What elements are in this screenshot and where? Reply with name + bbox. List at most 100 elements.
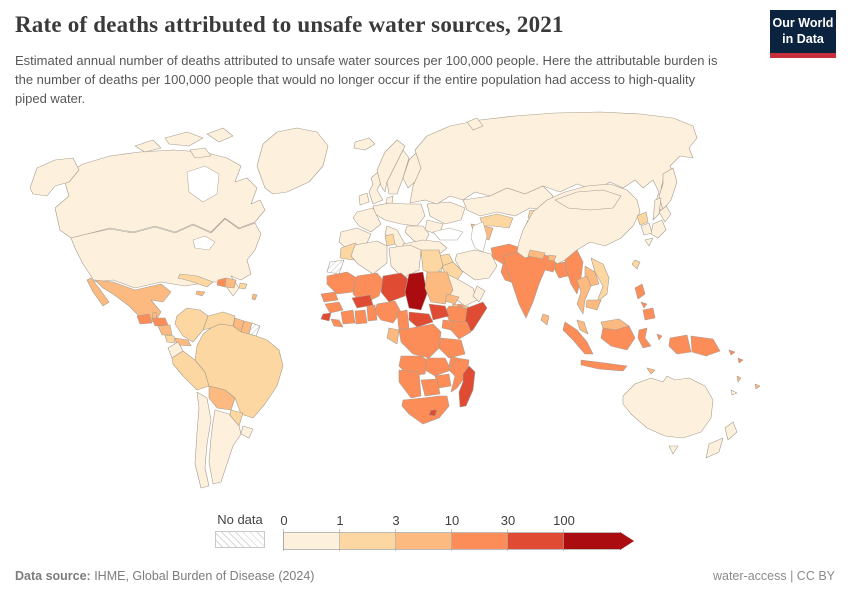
country-cuba[interactable] [177,273,214,288]
legend-band-b4[interactable]: 30 [501,513,564,551]
country-lesotho[interactable] [428,409,438,417]
country-mauritania[interactable] [326,271,358,295]
country-namibia[interactable] [398,369,422,399]
country-puerto-rico[interactable] [238,282,248,290]
country-brazil[interactable] [194,323,284,419]
country-algeria[interactable] [350,240,388,275]
country-russia-sakhalin[interactable] [652,197,662,221]
country-new-caledonia[interactable] [730,389,738,396]
legend-band-b0[interactable]: 0 [280,513,340,551]
country-canada-arctic4[interactable] [189,147,212,159]
country-australia[interactable] [622,375,714,439]
country-central-african-republic[interactable] [408,311,434,328]
country-central-europe[interactable] [372,202,426,227]
country-iran[interactable] [454,249,498,281]
country-botswana[interactable] [420,378,441,397]
country-lesser-antilles[interactable] [251,293,258,301]
country-ukraine[interactable] [426,201,466,225]
country-egypt[interactable] [420,249,444,277]
country-canada-arctic3[interactable] [206,127,234,143]
country-india[interactable] [502,251,558,319]
country-bhutan[interactable] [547,254,557,262]
country-russia-novaya-zemlya[interactable] [466,117,484,131]
country-mali[interactable] [352,272,384,305]
country-tanzania[interactable] [438,337,466,359]
country-oman[interactable] [472,285,486,303]
country-philippines-visayas[interactable] [640,301,648,309]
country-north-korea[interactable] [636,211,649,226]
legend-band-b3[interactable]: 10 [445,513,508,551]
legend-band-b5[interactable]: 100 [553,513,620,551]
country-nigeria[interactable] [374,300,402,324]
country-cote-divoire[interactable] [340,309,356,325]
country-philippines-mindanao[interactable] [642,307,656,321]
country-norway[interactable] [376,139,406,193]
country-indonesia-moluccas[interactable] [656,333,663,341]
country-russia-kamchatka[interactable] [658,167,678,211]
country-indonesia-sumatra[interactable] [562,321,594,355]
country-japan-hokkaido[interactable] [658,205,672,223]
country-timor-leste[interactable] [646,367,656,375]
country-vietnam[interactable] [590,257,610,303]
country-new-zealand-south[interactable] [705,437,724,459]
country-eritrea[interactable] [444,293,460,305]
country-vanuatu[interactable] [736,375,742,383]
country-indonesia-java[interactable] [580,359,628,372]
country-fiji[interactable] [754,383,761,390]
country-japan-kyushu[interactable] [644,237,654,247]
owid-logo[interactable]: Our World in Data [770,10,836,58]
country-western-sahara[interactable] [326,259,345,275]
country-libya[interactable] [388,244,422,279]
country-thailand[interactable] [576,275,592,315]
country-ireland[interactable] [358,192,370,206]
country-uruguay[interactable] [240,425,254,439]
country-philippines-luzon[interactable] [634,283,646,300]
country-indonesia-borneo[interactable] [600,325,636,351]
country-mongolia[interactable] [554,189,622,211]
country-nepal[interactable] [527,249,546,260]
country-japan-honshu[interactable] [650,219,667,239]
country-sudan[interactable] [424,271,454,305]
country-south-africa[interactable] [401,395,450,425]
country-canada-arctic2[interactable] [134,139,162,153]
country-south-sudan[interactable] [428,303,450,321]
country-solomon-islands[interactable] [728,349,736,356]
country-guatemala[interactable] [136,313,153,325]
country-canada-arctic1[interactable] [164,131,204,147]
country-chad[interactable] [404,271,428,311]
country-indonesia-sulawesi[interactable] [637,327,652,349]
legend-band-b1[interactable]: 1 [336,513,396,551]
country-sweden[interactable] [386,149,410,195]
country-cambodia[interactable] [585,299,602,311]
country-tunisia[interactable] [384,233,396,247]
country-usa-alaska[interactable] [29,157,80,197]
country-papua-new-guinea[interactable] [690,335,721,357]
country-chile[interactable] [194,391,212,489]
country-costa-rica[interactable] [164,334,176,344]
country-bangladesh[interactable] [554,261,569,279]
country-nicaragua[interactable] [157,324,173,336]
country-sierra-leone[interactable] [320,312,332,322]
country-gabon-congo[interactable] [386,327,400,345]
country-burkina-faso[interactable] [351,294,374,309]
country-iceland[interactable] [353,137,376,151]
country-honduras[interactable] [151,317,169,327]
country-greenland[interactable] [256,127,329,195]
country-indonesia-west-papua[interactable] [668,334,692,355]
country-france[interactable] [352,207,382,233]
country-south-korea[interactable] [640,222,653,236]
country-usa[interactable] [70,218,262,297]
country-taiwan[interactable] [631,259,641,270]
country-new-zealand-north[interactable] [724,421,738,441]
license-link[interactable]: water-access | CC BY [712,569,835,583]
country-mexico[interactable] [94,279,172,323]
country-ghana[interactable] [354,309,368,325]
legend-no-data[interactable]: No data [215,512,265,548]
country-uzbekistan[interactable] [479,213,514,229]
country-senegal[interactable] [320,291,339,303]
country-jamaica[interactable] [195,290,206,297]
country-madagascar[interactable] [458,365,476,408]
country-liberia[interactable] [330,318,344,328]
country-niger[interactable] [380,272,410,303]
country-guinea[interactable] [324,301,344,314]
